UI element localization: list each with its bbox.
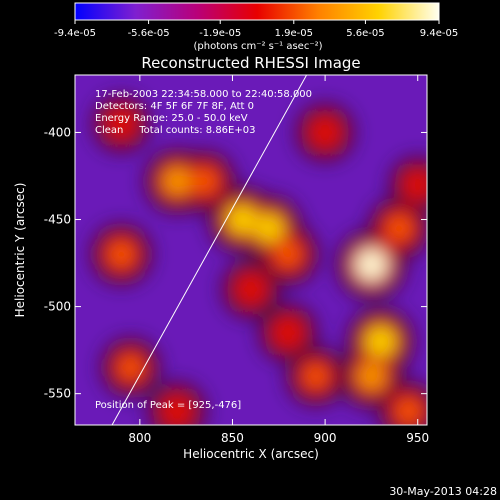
colorbar-tick-label: -1.9e-05	[199, 28, 241, 39]
y-axis-label: Heliocentric Y (arcsec)	[13, 183, 27, 318]
x-tick-label: 950	[406, 431, 429, 445]
plot-frame	[74, 74, 428, 426]
heatmap-core	[396, 399, 420, 423]
x-tick-label: 800	[128, 431, 151, 445]
heatmap-core	[166, 400, 188, 422]
colorbar-ticks: -9.4e-05 -5.6e-05 -1.9e-05 1.9e-05 5.6e-05 9.…	[54, 20, 458, 39]
annotation-clean-counts: Clean Total counts: 8.86E+03	[95, 125, 255, 136]
heatmap-core	[355, 248, 388, 281]
heatmap-core	[408, 175, 427, 195]
heatmap-core	[387, 216, 412, 241]
colorbar-units: (photons cm⁻² s⁻¹ asec⁻²)	[193, 41, 322, 52]
annotation-detectors: Detectors: 4F 5F 6F 7F 8F, Att 0	[95, 101, 254, 112]
annotation-time-range: 17-Feb-2003 22:34:58.000 to 22:40:58.000	[95, 89, 312, 100]
heatmap-core	[119, 356, 142, 379]
heatmap-core	[109, 242, 134, 267]
heatmap-core	[276, 242, 301, 267]
colorbar-tick-label: 5.6e-05	[346, 28, 384, 39]
annotation-peak-position: Position of Peak = [925,-476]	[95, 400, 241, 411]
colorbar-tick-label: 9.4e-05	[420, 28, 458, 39]
limb-line	[111, 75, 308, 425]
plot-area	[75, 75, 427, 425]
footer-timestamp: 30-May-2013 04:28	[389, 485, 497, 498]
heatmap-core	[192, 169, 217, 194]
heatmap-core	[357, 362, 385, 390]
annotation-energy-range: Energy Range: 25.0 - 50.0 keV	[95, 113, 248, 124]
heatmap-core	[240, 278, 262, 300]
y-tick-label: -450	[44, 213, 71, 227]
x-tick-label: 900	[314, 431, 337, 445]
x-axis-ticks: 800 850 900 950	[128, 75, 429, 445]
colorbar-tick-label: -5.6e-05	[128, 28, 170, 39]
heatmap-core	[227, 205, 257, 235]
y-tick-label: -550	[44, 387, 71, 401]
y-tick-label: -400	[44, 125, 71, 139]
colorbar-tick-label: -9.4e-05	[54, 28, 96, 39]
heatmap-core	[111, 113, 132, 134]
heatmap-core	[314, 121, 336, 143]
y-axis-ticks: -400 -450 -500 -550	[44, 125, 427, 401]
annotations: 17-Feb-2003 22:34:58.000 to 22:40:58.000…	[95, 89, 312, 411]
heatmap-core	[277, 322, 299, 344]
heatmap-core	[304, 365, 327, 388]
heatmap-layer	[89, 93, 427, 425]
heatmap-core	[163, 167, 191, 195]
x-axis-label: Heliocentric X (arcsec)	[183, 447, 319, 461]
colorbar-tick-label: 1.9e-05	[275, 28, 313, 39]
y-tick-label: -500	[44, 300, 71, 314]
chart-title: Reconstructed RHESSI Image	[141, 54, 360, 72]
heatmap-core	[365, 326, 396, 357]
colorbar-gradient	[74, 2, 440, 21]
colorbar: -9.4e-05 -5.6e-05 -1.9e-05 1.9e-05 5.6e-05 9.…	[54, 2, 458, 52]
x-tick-label: 850	[221, 431, 244, 445]
heatmap-core	[255, 214, 284, 243]
